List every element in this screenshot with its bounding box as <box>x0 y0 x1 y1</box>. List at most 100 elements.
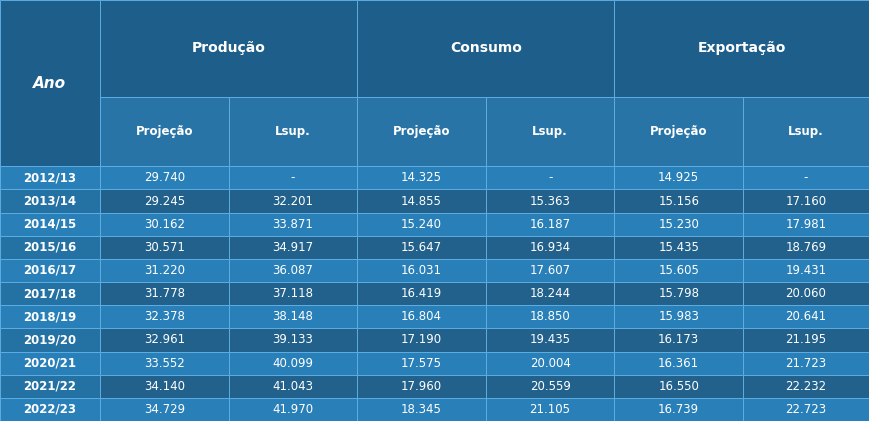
Bar <box>357 398 486 421</box>
Bar <box>486 166 614 189</box>
Bar <box>357 352 486 375</box>
Text: Lsup.: Lsup. <box>532 125 568 138</box>
Text: 15.156: 15.156 <box>658 195 700 208</box>
Bar <box>614 97 743 166</box>
Bar <box>100 282 229 305</box>
Text: -: - <box>547 171 553 184</box>
Text: Ano: Ano <box>33 76 67 91</box>
Bar <box>100 189 229 213</box>
Bar <box>0 398 100 421</box>
Bar <box>0 328 100 352</box>
Text: 14.925: 14.925 <box>658 171 700 184</box>
Bar <box>229 213 357 236</box>
Text: 20.004: 20.004 <box>529 357 571 370</box>
Bar <box>486 259 614 282</box>
Bar <box>614 398 743 421</box>
Text: 32.378: 32.378 <box>143 310 185 323</box>
Bar <box>0 166 100 189</box>
Bar <box>743 398 869 421</box>
Text: 2016/17: 2016/17 <box>23 264 76 277</box>
Bar <box>614 166 743 189</box>
Text: Consumo: Consumo <box>450 41 521 56</box>
Text: 15.798: 15.798 <box>658 287 700 300</box>
Text: 29.245: 29.245 <box>143 195 185 208</box>
Text: 2018/19: 2018/19 <box>23 310 76 323</box>
Text: 41.970: 41.970 <box>272 403 314 416</box>
Bar <box>229 305 357 328</box>
Text: 37.118: 37.118 <box>272 287 314 300</box>
Text: 2012/13: 2012/13 <box>23 171 76 184</box>
Text: Projeção: Projeção <box>650 125 707 138</box>
Bar <box>614 305 743 328</box>
Text: 17.981: 17.981 <box>786 218 826 231</box>
Bar <box>743 375 869 398</box>
Text: 2020/21: 2020/21 <box>23 357 76 370</box>
Text: 40.099: 40.099 <box>272 357 314 370</box>
Bar <box>0 352 100 375</box>
Text: 22.232: 22.232 <box>786 380 826 393</box>
Text: 2017/18: 2017/18 <box>23 287 76 300</box>
Text: 14.325: 14.325 <box>401 171 442 184</box>
Text: 36.087: 36.087 <box>272 264 314 277</box>
Bar <box>357 282 486 305</box>
Bar <box>100 166 229 189</box>
Bar <box>743 259 869 282</box>
Bar <box>357 305 486 328</box>
Bar <box>0 259 100 282</box>
Bar <box>357 97 486 166</box>
Text: 15.363: 15.363 <box>529 195 571 208</box>
Text: Lsup.: Lsup. <box>275 125 311 138</box>
Text: 15.240: 15.240 <box>401 218 442 231</box>
Text: 16.361: 16.361 <box>658 357 700 370</box>
Bar <box>614 375 743 398</box>
Bar <box>486 328 614 352</box>
Bar <box>743 352 869 375</box>
Text: 2019/20: 2019/20 <box>23 333 76 346</box>
Text: Exportação: Exportação <box>698 41 786 56</box>
Text: 17.575: 17.575 <box>401 357 442 370</box>
Text: 15.435: 15.435 <box>658 241 700 254</box>
Text: 30.162: 30.162 <box>143 218 185 231</box>
Text: 30.571: 30.571 <box>143 241 185 254</box>
Text: 2015/16: 2015/16 <box>23 241 76 254</box>
Text: 17.160: 17.160 <box>786 195 826 208</box>
Bar <box>614 189 743 213</box>
Text: 19.435: 19.435 <box>529 333 571 346</box>
Text: 14.855: 14.855 <box>401 195 442 208</box>
Text: 16.173: 16.173 <box>658 333 700 346</box>
Bar <box>100 97 229 166</box>
Bar <box>357 189 486 213</box>
Text: 16.804: 16.804 <box>401 310 442 323</box>
Text: 29.740: 29.740 <box>143 171 185 184</box>
Text: 2013/14: 2013/14 <box>23 195 76 208</box>
Text: 17.190: 17.190 <box>401 333 442 346</box>
Bar <box>743 213 869 236</box>
Text: 21.105: 21.105 <box>529 403 571 416</box>
Text: 21.195: 21.195 <box>786 333 826 346</box>
Bar <box>357 0 614 97</box>
Text: 34.917: 34.917 <box>272 241 314 254</box>
Text: 38.148: 38.148 <box>272 310 314 323</box>
Text: 34.729: 34.729 <box>143 403 185 416</box>
Text: 17.960: 17.960 <box>401 380 442 393</box>
Text: Produção: Produção <box>191 41 266 56</box>
Bar <box>486 97 614 166</box>
Text: 15.647: 15.647 <box>401 241 442 254</box>
Bar <box>486 398 614 421</box>
Bar <box>743 236 869 259</box>
Text: 20.641: 20.641 <box>786 310 826 323</box>
Bar <box>486 236 614 259</box>
Bar <box>486 189 614 213</box>
Bar <box>614 328 743 352</box>
Bar <box>229 97 357 166</box>
Bar <box>0 189 100 213</box>
Bar <box>100 305 229 328</box>
Text: 16.187: 16.187 <box>529 218 571 231</box>
Bar <box>357 328 486 352</box>
Bar <box>229 375 357 398</box>
Bar <box>100 328 229 352</box>
Bar <box>100 398 229 421</box>
Bar <box>229 352 357 375</box>
Bar <box>743 97 869 166</box>
Bar <box>229 259 357 282</box>
